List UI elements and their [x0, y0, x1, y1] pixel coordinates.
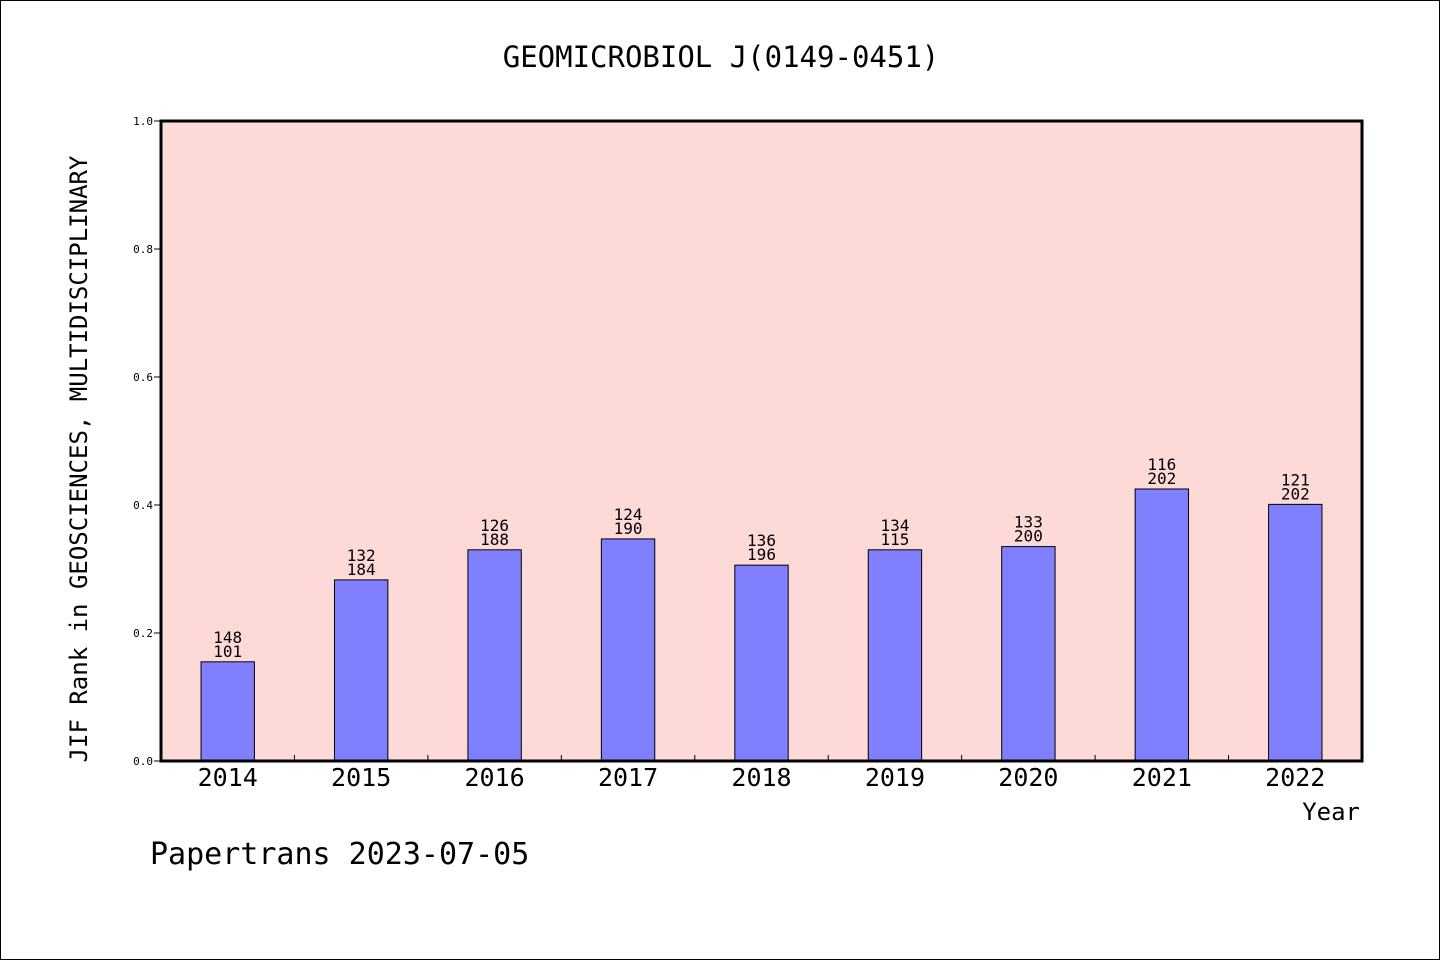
x-axis: 2014 2015 2016 2017 2018 2019 2020 2021 2022 [198, 755, 1325, 792]
chart-title: GEOMICROBIOL J(0149-0451) [503, 40, 940, 74]
rank-label: 133 [1014, 513, 1043, 532]
y-tick-label: 0.8 [133, 243, 153, 256]
total-label: 184 [347, 560, 376, 579]
bar-2017 [600, 538, 656, 762]
total-label: 190 [614, 519, 643, 538]
rank-label: 124 [614, 505, 643, 524]
y-tick-label: 0.6 [133, 371, 153, 384]
y-tick-label: 0.4 [133, 499, 153, 512]
y-tick-label: 0.0 [133, 755, 153, 768]
x-tick-label: 2014 [198, 763, 258, 792]
total-label: 101 [213, 642, 242, 661]
x-tick-label: 2021 [1132, 763, 1192, 792]
y-axis: 0.0 0.2 0.4 0.6 0.8 1.0 [133, 115, 161, 768]
bar-2018 [734, 564, 789, 762]
bar-2015 [333, 579, 389, 762]
rank-label: 134 [880, 516, 909, 535]
total-label: 196 [747, 545, 776, 564]
x-tick-label: 2015 [331, 763, 391, 792]
rank-label: 116 [1147, 455, 1176, 474]
bar-2014 [200, 661, 255, 762]
x-tick-label: 2016 [465, 763, 525, 792]
rank-label: 132 [347, 546, 376, 565]
rank-label: 126 [480, 516, 509, 535]
x-tick-label: 2017 [598, 763, 658, 792]
x-tick-label: 2020 [998, 763, 1058, 792]
rank-label: 121 [1281, 470, 1310, 489]
y-tick-label: 1.0 [133, 115, 153, 128]
rank-label: 148 [213, 628, 242, 647]
bar-2020 [1001, 546, 1056, 762]
footer-text: Papertrans 2023-07-05 [150, 837, 529, 872]
x-axis-label: Year [1302, 798, 1360, 826]
data-labels-group: 1481011321841261881241901361961341151332… [213, 455, 1309, 661]
x-tick-label: 2019 [865, 763, 925, 792]
rank-label: 136 [747, 531, 776, 550]
bar-2019 [867, 549, 923, 762]
y-tick-label: 0.2 [133, 627, 153, 640]
bar-2016 [467, 549, 522, 762]
total-label: 202 [1281, 484, 1310, 503]
plot-frame [159, 119, 1364, 763]
total-label: 115 [880, 530, 909, 549]
y-axis-label: JIF Rank in GEOSCIENCES, MULTIDISCIPLINA… [65, 155, 93, 762]
x-tick-label: 2022 [1265, 763, 1325, 792]
bars-group [200, 488, 1323, 762]
bar-2022 [1268, 503, 1323, 762]
total-label: 188 [480, 530, 509, 549]
x-tick-label: 2018 [731, 763, 791, 792]
total-label: 200 [1014, 527, 1043, 546]
total-label: 202 [1147, 469, 1176, 488]
bar-2021 [1134, 488, 1190, 762]
